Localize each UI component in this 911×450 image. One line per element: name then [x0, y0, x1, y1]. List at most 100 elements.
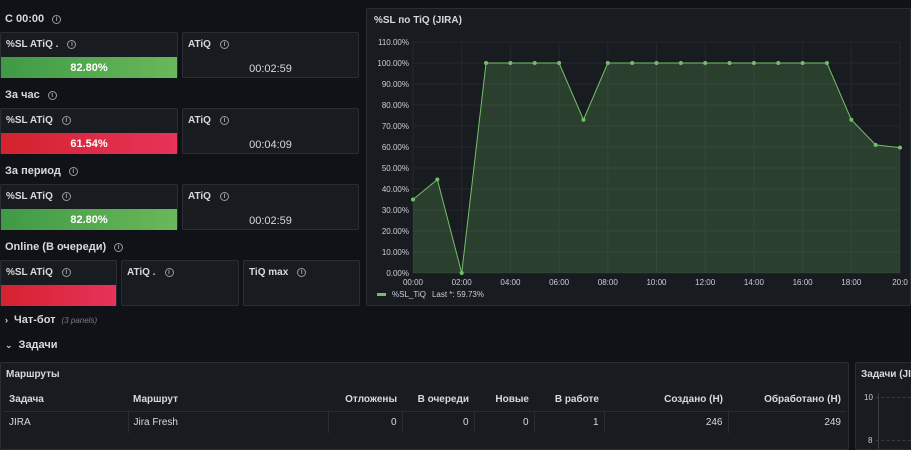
sl-atiq-panel-online: %SL ATiQ i: [0, 260, 117, 306]
column-header[interactable]: Обработано (Н): [764, 394, 841, 406]
info-icon[interactable]: i: [219, 116, 229, 125]
info-icon[interactable]: i: [114, 242, 124, 252]
series-area: [413, 63, 900, 273]
column-header[interactable]: Создано (Н): [664, 394, 723, 406]
info-icon[interactable]: i: [219, 192, 229, 201]
x-tick-label: 06:00: [549, 278, 570, 287]
info-icon[interactable]: i: [67, 40, 77, 49]
table-cell: 246: [603, 410, 728, 433]
column-header[interactable]: Отложены: [345, 394, 397, 406]
data-point[interactable]: [484, 61, 489, 65]
legend-last: Last *: 59.73%: [431, 290, 484, 299]
x-tick-label: 14:00: [744, 278, 765, 287]
routes-panel-title: Маршруты: [6, 369, 60, 380]
info-icon[interactable]: i: [164, 268, 174, 277]
routes-table: Задача Маршрут Отложены В очереди Новые В раб…: [4, 389, 846, 433]
column-header[interactable]: В работе: [554, 394, 599, 406]
data-point[interactable]: [581, 117, 586, 122]
data-point[interactable]: [508, 61, 513, 65]
x-tick-label: 08:00: [598, 278, 619, 287]
table-header-row: Задача Маршрут Отложены В очереди Новые В раб…: [4, 389, 846, 411]
panel-title: %SL ATiQ: [6, 267, 53, 278]
atiq-value: 00:02:59: [249, 63, 292, 75]
atiq-value: 00:04:09: [249, 139, 292, 151]
data-point[interactable]: [776, 61, 781, 65]
row-chatbot[interactable]: › Чат-бот (3 panels): [5, 314, 97, 326]
atiq-panel-online: ATiQ . i: [121, 260, 239, 306]
data-point[interactable]: [411, 197, 415, 202]
panel-title: ATiQ: [188, 39, 211, 50]
column-header[interactable]: Маршрут: [133, 394, 179, 406]
info-icon[interactable]: i: [61, 192, 71, 201]
data-point[interactable]: [824, 61, 829, 65]
row-panel-count: (3 panels): [61, 315, 98, 325]
x-tick-label: 16:00: [793, 278, 814, 287]
data-point[interactable]: [727, 61, 732, 65]
column-header[interactable]: Новые: [495, 394, 529, 406]
chart-legend[interactable]: %SL_TiQ Last *: 59.73%: [377, 290, 484, 299]
atiq-value: 00:02:59: [249, 215, 292, 227]
info-icon[interactable]: i: [61, 116, 71, 125]
column-header[interactable]: В очереди: [417, 394, 469, 406]
data-point[interactable]: [532, 61, 537, 65]
data-point[interactable]: [654, 61, 659, 65]
routes-panel: Маршруты Задача Маршрут Отложены В очереди Н…: [0, 362, 849, 450]
legend-swatch: [377, 293, 386, 296]
table-cell: 1: [533, 410, 604, 433]
data-point[interactable]: [557, 61, 562, 65]
sl-atiq-panel-today: %SL ATiQ . i 82.80%: [0, 32, 178, 78]
section-last-hour: За час i: [5, 89, 57, 101]
table-row[interactable]: JIRA Jira Fresh 0 0 0 1 246 249: [4, 410, 846, 433]
y-tick-label: 20.00%: [382, 227, 409, 236]
column-header[interactable]: Задача: [9, 394, 44, 406]
section-period: За период i: [5, 165, 78, 177]
row-tasks[interactable]: ⌄ Задачи: [5, 339, 58, 351]
table-cell: JIRA: [4, 410, 128, 433]
atiq-panel-today: ATiQ i 00:02:59: [182, 32, 359, 78]
section-title: За час: [5, 89, 40, 101]
row-title: Задачи: [18, 339, 58, 351]
table-cell: Jira Fresh: [127, 410, 328, 433]
y-tick-label: 0.00%: [386, 269, 409, 278]
section-title: С 00:00: [5, 13, 45, 25]
y-tick-label: 10.00%: [382, 248, 409, 257]
data-point[interactable]: [435, 177, 440, 182]
x-tick-label: 00:00: [403, 278, 424, 287]
panel-title: %SL ATiQ: [6, 191, 53, 202]
section-title: Online (В очереди): [5, 241, 107, 253]
info-icon[interactable]: i: [219, 40, 229, 49]
table-cell: 0: [473, 410, 534, 433]
data-point[interactable]: [849, 117, 854, 122]
table-cell: 0: [401, 410, 474, 433]
y-tick-label: 50.00%: [382, 164, 409, 173]
data-point[interactable]: [751, 61, 756, 65]
panel-title: ATiQ: [188, 115, 211, 126]
data-point[interactable]: [703, 61, 708, 65]
panel-title: ATiQ .: [127, 267, 156, 278]
chart-title: %SL по TiQ (JIRA): [374, 15, 462, 26]
atiq-panel-hour: ATiQ i 00:04:09: [182, 108, 359, 154]
info-icon[interactable]: i: [47, 90, 57, 100]
chevron-down-icon: ⌄: [5, 339, 13, 350]
info-icon[interactable]: i: [61, 268, 71, 277]
data-point[interactable]: [678, 61, 683, 65]
x-tick-label: 18:00: [841, 278, 862, 287]
data-point[interactable]: [898, 145, 902, 150]
info-icon[interactable]: i: [68, 166, 78, 176]
data-point[interactable]: [605, 61, 610, 65]
section-online: Online (В очереди) i: [5, 241, 124, 253]
data-point[interactable]: [459, 271, 464, 275]
data-point[interactable]: [630, 61, 635, 65]
x-tick-label: 12:00: [695, 278, 716, 287]
chevron-right-icon: ›: [5, 315, 8, 325]
x-tick-label: 02:00: [452, 278, 473, 287]
x-tick-label: 10:00: [646, 278, 667, 287]
data-point[interactable]: [873, 142, 878, 147]
sl-value-bar: [1, 285, 116, 306]
y-tick-label: 70.00%: [382, 122, 409, 131]
info-icon[interactable]: i: [52, 14, 62, 24]
info-icon[interactable]: i: [297, 268, 307, 277]
sl-value-bar: 82.80%: [1, 57, 177, 78]
panel-title: %SL ATiQ .: [6, 39, 59, 50]
data-point[interactable]: [800, 61, 805, 65]
